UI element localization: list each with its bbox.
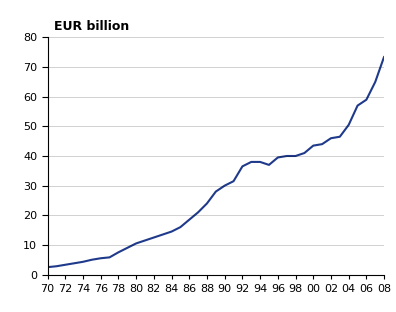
Text: EUR billion: EUR billion — [54, 20, 129, 33]
